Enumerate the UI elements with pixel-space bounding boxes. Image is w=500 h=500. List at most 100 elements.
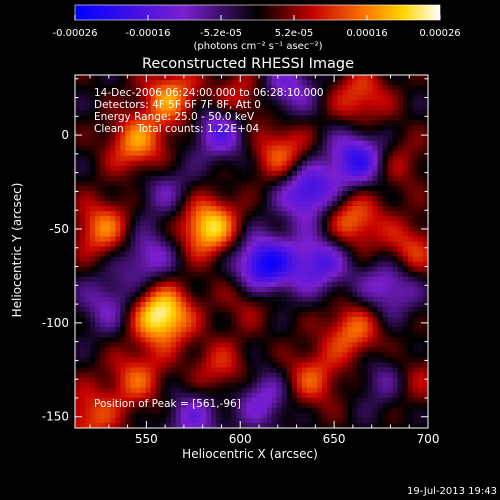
heatmap-cell: [327, 347, 333, 353]
heatmap-cell: [286, 231, 293, 237]
heatmap-cell: [301, 85, 308, 91]
heatmap-cell: [180, 130, 187, 136]
heatmap-cell: [261, 130, 268, 136]
heatmap-cell: [417, 402, 424, 409]
heatmap-cell: [75, 407, 81, 414]
heatmap-cell: [155, 412, 162, 419]
heatmap-cell: [342, 362, 348, 368]
heatmap-cell: [75, 140, 81, 146]
heatmap-cell: [201, 246, 207, 252]
heatmap-cell: [251, 115, 257, 121]
heatmap-cell: [110, 135, 116, 141]
heatmap-cell: [216, 180, 222, 187]
heatmap-cell: [281, 236, 288, 242]
heatmap-cell: [120, 196, 126, 202]
heatmap-cell: [306, 246, 313, 252]
heatmap-cell: [236, 362, 242, 368]
heatmap-cell: [150, 145, 157, 152]
heatmap-cell: [352, 332, 358, 338]
heatmap-cell: [337, 276, 343, 283]
heatmap-cell: [301, 100, 308, 106]
heatmap-cell: [317, 150, 323, 157]
heatmap-cell: [185, 221, 192, 227]
heatmap-cell: [75, 327, 81, 333]
heatmap-cell: [125, 160, 131, 167]
heatmap-cell: [387, 412, 394, 419]
heatmap-cell: [206, 402, 212, 409]
heatmap-cell: [251, 175, 257, 182]
heatmap-cell: [130, 105, 136, 111]
heatmap-cell: [105, 251, 111, 257]
heatmap-cell: [312, 286, 318, 293]
heatmap-cell: [322, 372, 328, 378]
heatmap-cell: [160, 296, 167, 303]
heatmap-cell: [135, 412, 141, 419]
heatmap-cell: [115, 140, 121, 146]
heatmap-cell: [301, 236, 308, 242]
heatmap-cell: [332, 231, 338, 237]
heatmap-cell: [266, 110, 273, 116]
heatmap-cell: [276, 206, 283, 212]
heatmap-cell: [246, 402, 252, 409]
heatmap-cell: [327, 251, 333, 257]
heatmap-cell: [170, 130, 177, 136]
heatmap-cell: [75, 201, 81, 207]
heatmap-cell: [402, 417, 409, 424]
heatmap-cell: [100, 226, 106, 232]
heatmap-cell: [226, 357, 232, 363]
heatmap-cell: [85, 301, 91, 308]
heatmap-cell: [417, 397, 424, 404]
chart-title: Reconstructed RHESSI Image: [142, 56, 354, 72]
heatmap-cell: [256, 266, 262, 273]
heatmap-cell: [286, 327, 293, 333]
heatmap-cell: [115, 422, 121, 428]
heatmap-cell: [226, 130, 232, 136]
heatmap-cell: [387, 165, 394, 172]
heatmap-cell: [281, 216, 288, 222]
heatmap-cell: [317, 266, 323, 273]
heatmap-cell: [241, 115, 247, 121]
heatmap-cell: [211, 347, 217, 353]
heatmap-cell: [190, 190, 197, 197]
heatmap-cell: [180, 246, 187, 252]
heatmap-cell: [85, 417, 91, 424]
heatmap-cell: [392, 90, 399, 96]
heatmap-cell: [251, 150, 257, 157]
heatmap-cell: [231, 417, 237, 424]
heatmap-cell: [231, 312, 237, 318]
heatmap-cell: [327, 231, 333, 237]
heatmap-cell: [150, 190, 157, 197]
heatmap-cell: [387, 301, 394, 308]
heatmap-cell: [211, 271, 217, 278]
heatmap-cell: [201, 417, 207, 424]
heatmap-cell: [261, 80, 268, 86]
heatmap-cell: [120, 407, 126, 414]
heatmap-cell: [286, 286, 293, 293]
heatmap-cell: [175, 407, 182, 414]
heatmap-cell: [206, 80, 212, 86]
heatmap-cell: [372, 165, 378, 172]
heatmap-cell: [281, 372, 288, 378]
heatmap-cell: [120, 241, 126, 247]
heatmap-cell: [337, 392, 343, 399]
heatmap-cell: [241, 130, 247, 136]
heatmap-cell: [322, 75, 328, 81]
heatmap-cell: [125, 422, 131, 428]
heatmap-cell: [95, 327, 101, 333]
heatmap-cell: [422, 342, 428, 348]
heatmap-cell: [377, 367, 384, 373]
heatmap-cell: [130, 306, 136, 313]
heatmap-cell: [382, 397, 389, 404]
heatmap-cell: [150, 150, 157, 157]
heatmap-cell: [105, 130, 111, 136]
heatmap-cell: [261, 422, 268, 428]
heatmap-cell: [120, 342, 126, 348]
heatmap-cell: [95, 226, 101, 232]
heatmap-cell: [85, 75, 91, 81]
heatmap-cell: [246, 256, 252, 262]
heatmap-cell: [407, 417, 414, 424]
heatmap-cell: [271, 150, 278, 157]
heatmap-cell: [190, 145, 197, 152]
heatmap-cell: [165, 276, 172, 283]
heatmap-cell: [332, 306, 338, 313]
